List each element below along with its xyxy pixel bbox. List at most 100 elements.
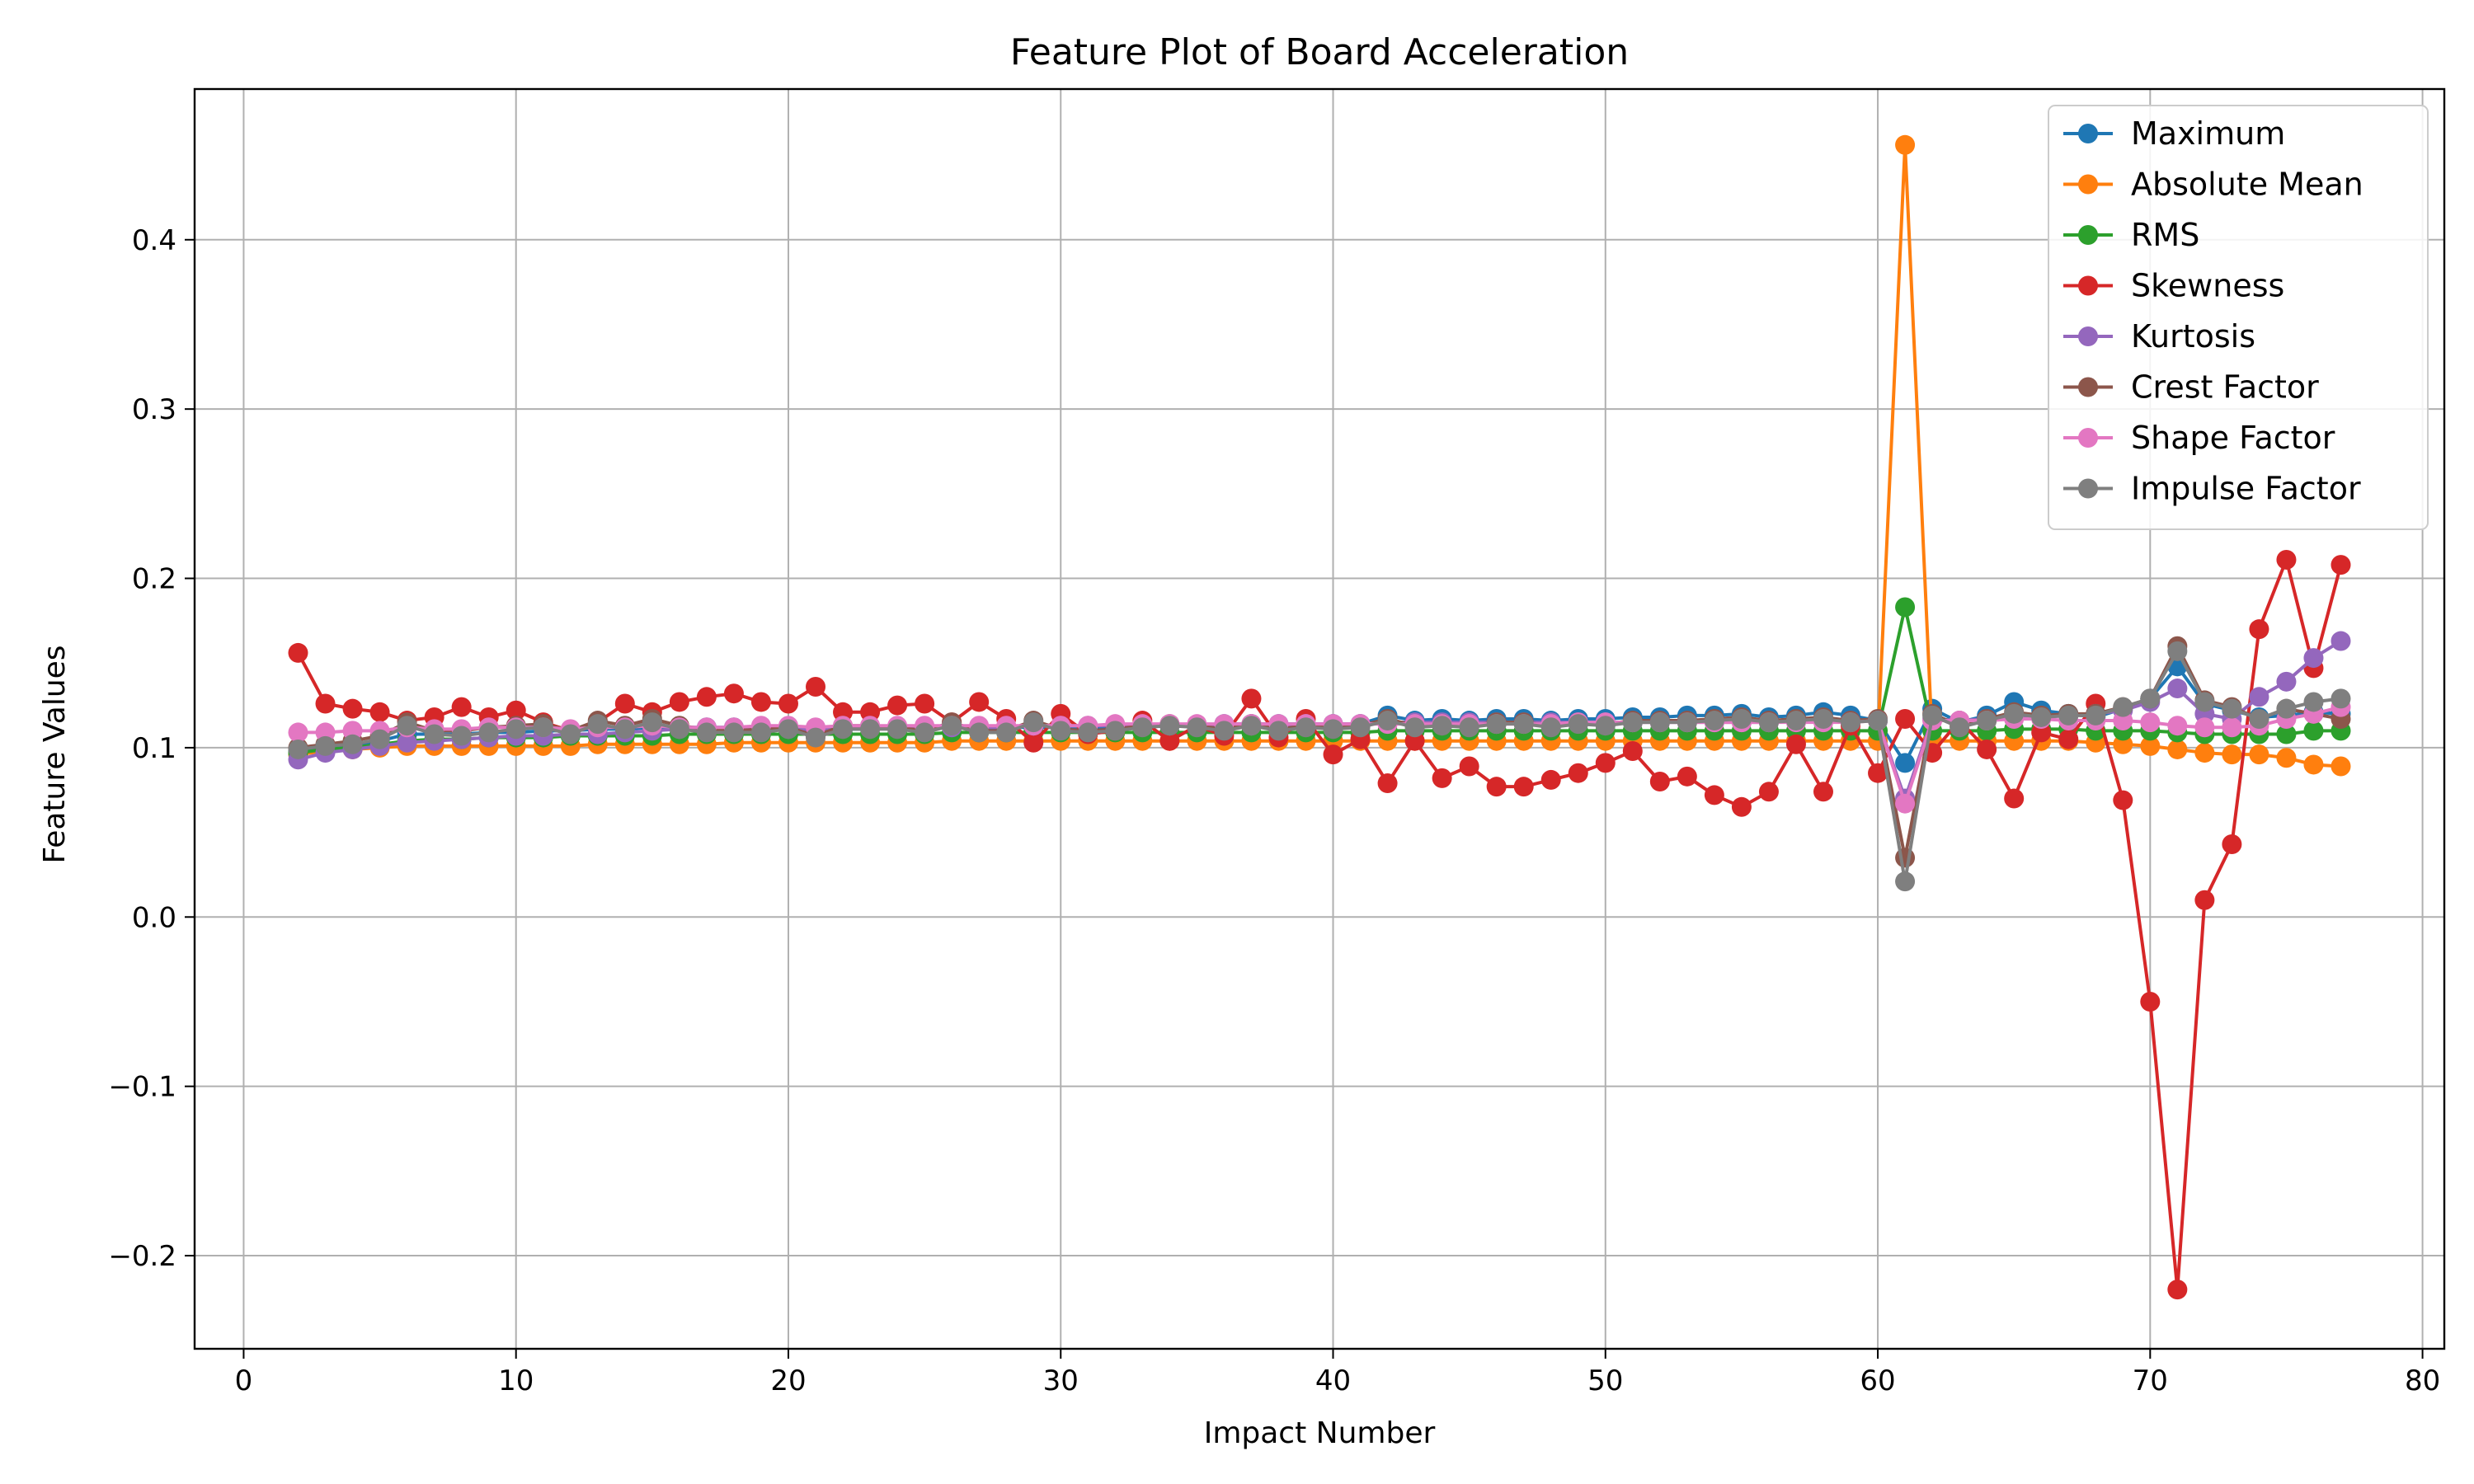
data-point [424, 724, 444, 744]
data-point [696, 687, 717, 707]
data-point [942, 716, 962, 736]
data-point [1377, 773, 1398, 794]
legend-swatch-marker [2078, 428, 2098, 448]
data-point [2031, 722, 2052, 743]
data-point [1731, 796, 1752, 817]
data-point [2167, 679, 2188, 699]
data-point [451, 697, 472, 717]
data-point [642, 712, 662, 733]
data-point [315, 722, 336, 743]
data-point [315, 735, 336, 756]
data-point [2140, 712, 2161, 733]
data-point [397, 732, 417, 753]
legend-label: Crest Factor [2131, 369, 2319, 406]
data-point [696, 722, 717, 743]
data-point [887, 719, 908, 740]
data-point [1023, 732, 1044, 753]
data-point [1649, 771, 1670, 791]
y-tick-label: 0.4 [132, 224, 176, 257]
data-point [1432, 716, 1452, 736]
data-point [1214, 721, 1235, 741]
legend-swatch-marker [2078, 478, 2098, 499]
data-point [2276, 671, 2297, 692]
data-point [1704, 711, 1724, 731]
legend-label: Kurtosis [2131, 318, 2255, 355]
data-point [860, 702, 881, 722]
data-point [1758, 712, 1779, 733]
data-point [723, 683, 744, 704]
data-point [669, 719, 689, 740]
data-point [288, 642, 308, 663]
x-tick-label: 60 [1860, 1364, 1895, 1397]
data-point [1377, 711, 1398, 731]
y-tick-label: 0.2 [132, 563, 176, 596]
data-point [1241, 716, 1262, 736]
data-point [1513, 714, 1534, 735]
legend-item: Absolute Mean [2063, 167, 2363, 203]
data-point [806, 727, 826, 748]
data-point [1758, 782, 1779, 802]
data-point [2167, 739, 2188, 759]
legend-label: RMS [2131, 217, 2199, 253]
legend-item: Shape Factor [2063, 420, 2335, 456]
data-point [1540, 717, 1561, 738]
data-point [2004, 788, 2025, 809]
x-tick-label: 40 [1315, 1364, 1351, 1397]
data-point [1486, 714, 1507, 735]
data-point [1895, 848, 1916, 868]
data-point [1187, 717, 1207, 738]
data-point [2222, 717, 2242, 738]
legend-label: Impulse Factor [2131, 471, 2361, 507]
data-point [2331, 555, 2351, 575]
legend-item: Kurtosis [2063, 318, 2255, 355]
legend-box [2048, 105, 2429, 530]
legend-swatch-marker [2078, 174, 2098, 195]
legend-item: Impulse Factor [2063, 471, 2361, 507]
data-point [2331, 756, 2351, 777]
plot-area-frame [193, 87, 2446, 1350]
data-point [506, 700, 526, 721]
data-point [2140, 735, 2161, 756]
data-point [1895, 871, 1916, 892]
data-point [2058, 729, 2079, 749]
data-point [342, 698, 363, 719]
data-point [2249, 619, 2269, 640]
data-point [1078, 722, 1098, 743]
data-point [1895, 134, 1916, 155]
data-point [478, 722, 499, 743]
data-point [996, 722, 1017, 743]
legend: Maximum Absolute Mean RMS Skewness Kurtosis C… [2048, 105, 2429, 530]
data-point [2004, 703, 2025, 724]
data-point [750, 722, 771, 743]
data-point [2303, 692, 2324, 712]
data-point [1677, 712, 1697, 733]
data-point [1323, 719, 1343, 740]
data-point [2331, 688, 2351, 709]
data-point [1132, 717, 1153, 738]
y-axis-label: Feature Values [38, 645, 72, 863]
data-point [887, 695, 908, 716]
series-line [298, 605, 2341, 755]
legend-swatch-marker [2078, 124, 2098, 143]
plot-series [288, 134, 2351, 1300]
data-point [342, 721, 363, 741]
data-point [1241, 688, 1262, 709]
data-point [1895, 793, 1916, 814]
data-point [2167, 716, 2188, 736]
data-point [2249, 687, 2269, 707]
data-point [1595, 753, 1616, 773]
data-point [1868, 763, 1888, 783]
y-tick-label: −0.2 [108, 1240, 176, 1273]
legend-swatch-marker [2078, 377, 2098, 397]
data-point [1540, 769, 1561, 790]
data-point [1785, 734, 1806, 754]
data-point [2086, 705, 2106, 726]
data-point [1649, 712, 1670, 733]
data-point [1459, 756, 1479, 777]
data-point [2167, 641, 2188, 661]
data-point [1051, 721, 1071, 741]
data-point [2194, 890, 2215, 910]
data-point [1296, 717, 1316, 738]
data-point [1268, 721, 1289, 741]
